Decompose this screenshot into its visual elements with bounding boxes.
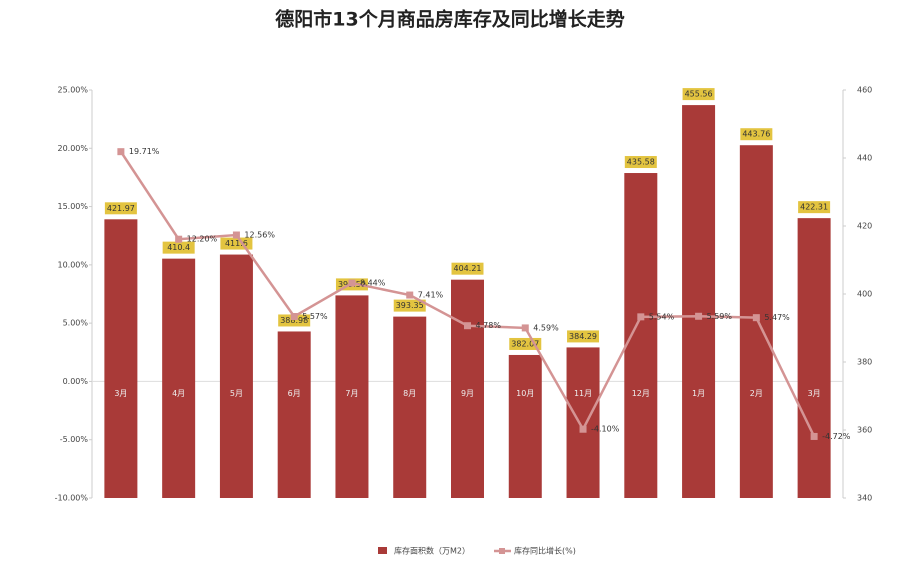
x-tick-label: 8月 — [403, 389, 416, 398]
bar-label: 404.21 — [454, 264, 482, 273]
point — [406, 291, 414, 299]
x-tick-label: 3月 — [808, 389, 821, 398]
y2-tick-label: 400 — [857, 290, 872, 299]
bar — [393, 316, 427, 498]
y-tick-label: -10.00% — [55, 494, 89, 503]
point-label: 12.56% — [244, 231, 275, 240]
x-tick-label: 12月 — [632, 389, 650, 398]
bar-label: 410.4 — [167, 243, 190, 252]
point-label: 5.47% — [764, 313, 790, 322]
y2-tick-label: 460 — [857, 86, 872, 95]
bar-label-box — [162, 241, 195, 254]
bar-label-box — [682, 88, 715, 101]
point — [810, 432, 818, 440]
legend-label: 库存同比增长(%) — [514, 546, 576, 556]
point — [637, 313, 645, 321]
bar — [335, 295, 369, 498]
legend-swatch — [499, 548, 505, 554]
bar — [624, 173, 658, 498]
point — [175, 235, 183, 243]
x-tick-label: 10月 — [516, 389, 534, 398]
bar-label-box — [451, 262, 484, 275]
point-label: -4.72% — [822, 432, 851, 441]
bar — [277, 331, 311, 498]
point-label: -4.10% — [591, 425, 620, 434]
point-label: 5.54% — [649, 312, 675, 321]
y-tick-label: 10.00% — [57, 260, 88, 269]
point — [695, 312, 703, 320]
point-label: 8.44% — [360, 279, 386, 288]
point — [752, 314, 760, 322]
bar-label: 388.98 — [280, 316, 308, 325]
y2-tick-label: 340 — [857, 494, 872, 503]
bar — [739, 145, 773, 498]
x-tick-label: 3月 — [114, 389, 127, 398]
point-label: 5.57% — [302, 312, 328, 321]
chart-title: 德阳市13个月商品房库存及同比增长走势 — [275, 8, 624, 31]
x-tick-label: 9月 — [461, 389, 474, 398]
bar-label-box — [798, 201, 831, 214]
bar-label-box — [278, 314, 311, 327]
y-tick-label: 20.00% — [57, 144, 88, 153]
bar-label: 382.07 — [511, 339, 539, 348]
point — [579, 425, 587, 433]
bar-label: 435.58 — [627, 158, 655, 167]
point — [521, 324, 529, 332]
y2-tick-label: 380 — [857, 358, 872, 367]
bar — [682, 105, 716, 498]
bar-label: 384.29 — [569, 332, 597, 341]
y-tick-label: 5.00% — [63, 319, 89, 328]
bar-label: 443.76 — [742, 130, 770, 139]
x-tick-label: 7月 — [345, 389, 358, 398]
bar-label-box — [567, 330, 600, 343]
bar — [451, 279, 484, 498]
bar-label: 421.97 — [107, 204, 135, 213]
x-tick-label: 6月 — [288, 389, 301, 398]
point-label: 7.41% — [418, 291, 444, 300]
bar-label-box — [740, 128, 773, 141]
point — [290, 312, 298, 320]
bar-label-box — [104, 202, 137, 215]
bar-label-box — [624, 156, 657, 169]
point-label: 5.59% — [707, 312, 733, 321]
bar-label: 422.31 — [800, 203, 828, 212]
x-tick-label: 5月 — [230, 389, 243, 398]
bar-label: 411.6 — [225, 239, 248, 248]
point — [117, 148, 125, 156]
legend-label: 库存面积数（万M2） — [394, 546, 470, 556]
point — [232, 231, 240, 239]
y2-tick-label: 360 — [857, 426, 872, 435]
legend-swatch — [378, 547, 387, 554]
point-label: 4.78% — [476, 321, 502, 330]
y-tick-label: 25.00% — [57, 86, 88, 95]
x-tick-label: 2月 — [750, 389, 763, 398]
bar — [797, 218, 831, 498]
point-label: 4.59% — [533, 323, 559, 332]
bar-label: 455.56 — [685, 90, 713, 99]
y-tick-label: 0.00% — [63, 377, 89, 386]
bar — [162, 258, 196, 498]
point — [464, 322, 471, 330]
y2-tick-label: 420 — [857, 222, 872, 231]
x-tick-label: 11月 — [574, 389, 592, 398]
bar — [508, 354, 542, 498]
point-label: 19.71% — [129, 147, 160, 156]
y2-tick-label: 440 — [857, 154, 872, 163]
bar-label-box — [393, 299, 426, 312]
bar — [104, 219, 138, 498]
bar-label: 393.35 — [396, 301, 424, 310]
y-tick-label: 15.00% — [57, 202, 88, 211]
point — [348, 279, 356, 287]
x-tick-label: 4月 — [172, 389, 185, 398]
point-label: 12.20% — [187, 235, 218, 244]
x-tick-label: 1月 — [692, 389, 705, 398]
bar — [219, 254, 253, 498]
bar — [566, 347, 600, 498]
y-tick-label: -5.00% — [60, 435, 89, 444]
